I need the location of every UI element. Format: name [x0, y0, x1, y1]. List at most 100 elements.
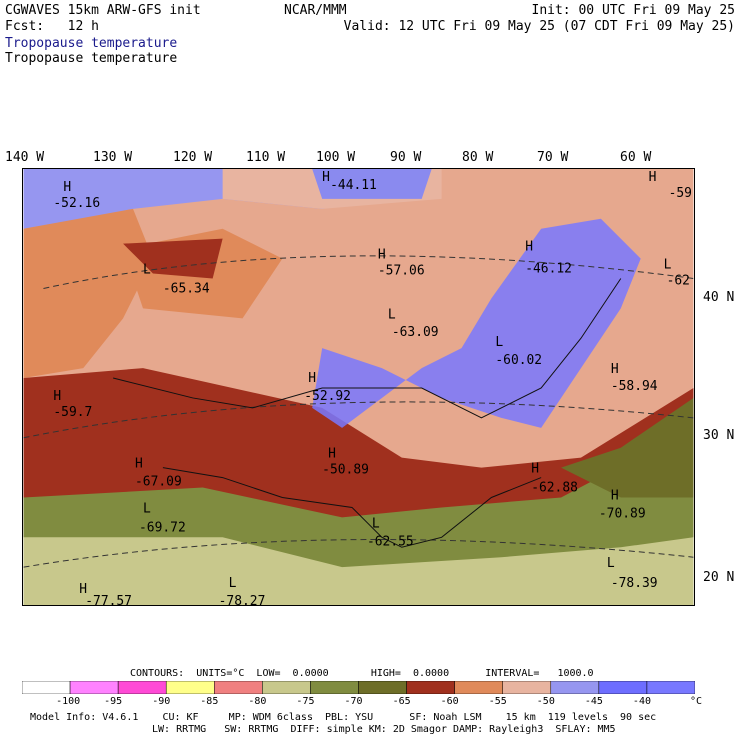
- svg-text:H: H: [308, 371, 316, 386]
- map-label: L -78.27: [219, 576, 266, 606]
- svg-text:-65.34: -65.34: [163, 281, 210, 296]
- svg-text:H: H: [378, 248, 386, 263]
- svg-text:-77.57: -77.57: [85, 594, 132, 606]
- latitude-line: [23, 401, 694, 439]
- svg-text:H: H: [611, 488, 619, 503]
- colorbar-label: -70: [344, 696, 363, 707]
- map-label: L -65.34: [143, 263, 210, 297]
- latitude-line: [43, 255, 694, 289]
- svg-text:H: H: [525, 240, 533, 255]
- region-tropics: [23, 537, 694, 605]
- svg-text:L: L: [495, 335, 503, 350]
- colorbar-swatch: [502, 681, 552, 694]
- lon-label: 90 W: [390, 150, 422, 165]
- svg-text:-78.39: -78.39: [611, 576, 658, 591]
- region-low-montana: [123, 238, 223, 279]
- svg-text:H: H: [63, 180, 71, 195]
- colorbar-label: -80: [248, 696, 267, 707]
- map-label: H -58.94: [611, 362, 658, 394]
- lat-label: 30 N: [703, 428, 735, 443]
- svg-text:H: H: [322, 170, 330, 185]
- svg-text:H: H: [328, 447, 336, 462]
- colorbar-label: -90: [152, 696, 171, 707]
- svg-text:H: H: [79, 582, 87, 597]
- field-title: Tropopause temperature: [5, 36, 178, 51]
- lon-label: 60 W: [620, 150, 652, 165]
- svg-text:-57.06: -57.06: [378, 264, 425, 279]
- contour-info: CONTOURS: UNITS=°C LOW= 0.0000 HIGH= 0.0…: [130, 668, 594, 679]
- model-title: CGWAVES 15km ARW-GFS init: [5, 3, 201, 18]
- map-label: L -62.55: [367, 516, 414, 549]
- lon-label: 120 W: [173, 150, 213, 165]
- map-label: H -70.89: [599, 488, 646, 521]
- lon-label: 70 W: [537, 150, 569, 165]
- map-label: H -67.09: [135, 457, 182, 490]
- colorbar-label: -50: [536, 696, 555, 707]
- map-label: H-50.89: [322, 447, 369, 478]
- lon-label: 100 W: [316, 150, 356, 165]
- colorbar-swatch: [165, 681, 215, 694]
- svg-text:-63.09: -63.09: [392, 325, 439, 340]
- lon-label: 110 W: [246, 150, 286, 165]
- svg-text:-59: -59: [669, 186, 692, 201]
- svg-text:-69.72: -69.72: [139, 520, 186, 535]
- colorbar-swatch: [646, 681, 695, 694]
- svg-text:-44.11: -44.11: [330, 178, 377, 193]
- lat-label: 40 N: [703, 290, 735, 305]
- map-label: H-57.06: [378, 248, 425, 279]
- latitude-line: [23, 539, 694, 568]
- colorbar-swatch: [598, 681, 648, 694]
- region-north-high: [312, 169, 432, 199]
- colorbar-label: -95: [104, 696, 123, 707]
- colorbar: [22, 681, 695, 694]
- svg-text:-78.27: -78.27: [219, 594, 266, 606]
- coastline: [162, 467, 542, 548]
- svg-text:-52.92: -52.92: [304, 389, 351, 404]
- region-atlantic: [561, 397, 694, 498]
- svg-text:L: L: [143, 263, 151, 278]
- lon-label: 140 W: [5, 150, 45, 165]
- colorbar-label: -100: [56, 696, 81, 707]
- colorbar-swatch: [117, 681, 167, 694]
- map-label: L -78.39: [607, 556, 658, 591]
- svg-text:-60.02: -60.02: [495, 353, 542, 368]
- organization: NCAR/MMM: [284, 3, 347, 18]
- lon-label: 80 W: [462, 150, 494, 165]
- map-label: H-77.57: [79, 582, 132, 606]
- svg-text:L: L: [664, 258, 672, 273]
- map-label: L -69.72: [139, 501, 186, 535]
- model-info-line2: LW: RRTMG SW: RRTMG DIFF: simple KM: 2D …: [152, 724, 616, 735]
- svg-text:L: L: [143, 501, 151, 516]
- svg-text:H: H: [649, 170, 657, 185]
- colorbar-label: -85: [200, 696, 219, 707]
- svg-text:L: L: [229, 576, 237, 591]
- colorbar-label: -60: [440, 696, 459, 707]
- colorbar-swatch: [262, 681, 311, 694]
- svg-text:L: L: [607, 556, 615, 571]
- map-label: H-59.7: [53, 389, 92, 420]
- valid-time: Valid: 12 UTC Fri 09 May 25 (07 CDT Fri …: [343, 19, 735, 34]
- map-label: H-52.16: [53, 180, 100, 211]
- map-label: H -62.88: [531, 462, 578, 496]
- colorbar-swatch: [454, 681, 503, 694]
- colorbar-swatch: [358, 681, 407, 694]
- model-info-line1: Model Info: V4.6.1 CU: KF MP: WDM 6class…: [30, 712, 657, 723]
- svg-text:-59.7: -59.7: [53, 405, 92, 420]
- colorbar-label: -75: [296, 696, 315, 707]
- svg-text:-58.94: -58.94: [611, 379, 658, 394]
- svg-text:-67.09: -67.09: [135, 475, 182, 490]
- svg-text:H: H: [135, 457, 143, 472]
- map-label: H-44.11: [322, 170, 377, 193]
- svg-text:-62.55: -62.55: [367, 534, 414, 549]
- svg-text:H: H: [53, 389, 61, 404]
- colorbar-label: -55: [488, 696, 507, 707]
- map-label: L-62: [664, 258, 690, 289]
- colorbar-unit: °C: [690, 696, 703, 707]
- forecast-hour: Fcst: 12 h: [5, 19, 99, 34]
- region-east-cold: [312, 218, 641, 428]
- lon-label: 130 W: [93, 150, 133, 165]
- colorbar-swatch: [310, 681, 359, 694]
- colorbar-swatch: [406, 681, 455, 694]
- colorbar-swatch: [69, 681, 119, 694]
- colorbar-swatch: [550, 681, 600, 694]
